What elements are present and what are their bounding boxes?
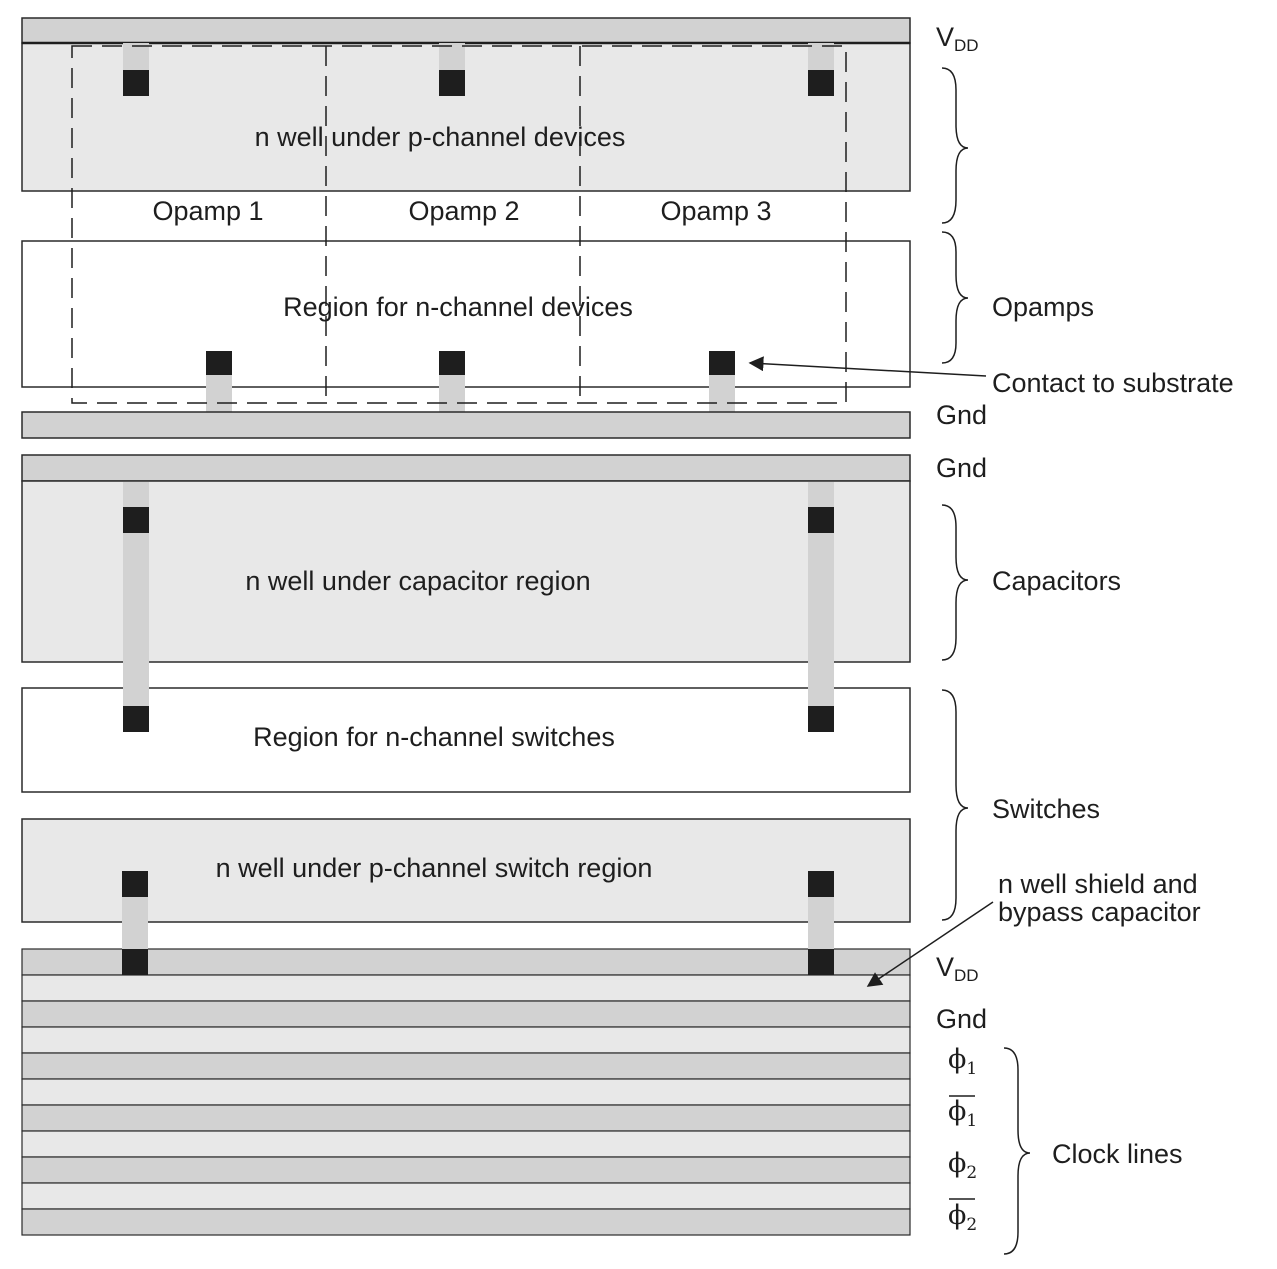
shield-line <box>21 1130 911 1158</box>
brace-opamps <box>941 231 969 364</box>
shield-line <box>21 1182 911 1210</box>
phi2-symbol: ϕ2 <box>948 1148 977 1183</box>
bus-contact <box>808 949 834 975</box>
nchannel-switches-region <box>21 687 911 793</box>
opamp-3-label: Opamp 3 <box>660 196 771 226</box>
strap <box>439 374 465 412</box>
vdd-label-top: VDD <box>936 22 979 55</box>
well-contact <box>122 871 148 897</box>
strap <box>123 43 149 71</box>
nwell-pchannel-label: n well under p-channel devices <box>255 122 626 152</box>
opamp-boundaries <box>71 45 847 404</box>
phi2-bar-symbol: ϕ2 <box>948 1200 977 1235</box>
contact-to-substrate-label: Contact to substrate <box>992 368 1234 398</box>
brace-clock-lines <box>1003 1047 1031 1255</box>
nwell-capacitor-region <box>21 480 911 663</box>
nwell-pchannel-switch-label: n well under p-channel switch region <box>216 853 653 883</box>
vdd-label-bottom: VDD <box>936 952 979 985</box>
well-contact <box>123 507 149 533</box>
gnd-label-2: Gnd <box>936 453 987 483</box>
nchannel-devices-label: Region for n-channel devices <box>283 292 633 322</box>
substrate-contact <box>123 706 149 732</box>
clock-line-phi2-bar <box>21 1208 911 1236</box>
contact-arrow <box>748 356 987 377</box>
strap <box>122 897 148 949</box>
gnd-rail-2 <box>21 454 911 482</box>
braces <box>941 67 1031 1255</box>
shield-label-line1: n well shield and <box>998 869 1198 899</box>
clock-line-phi2 <box>21 1156 911 1184</box>
strap <box>709 374 735 412</box>
phi1-bar-symbol: ϕ1 <box>948 1096 977 1131</box>
substrate-contact <box>808 706 834 732</box>
substrate-contact <box>709 351 735 375</box>
substrate-contact <box>206 351 232 375</box>
strap <box>206 374 232 412</box>
vdd-rail-top <box>21 17 911 44</box>
brace-top-nwell <box>941 67 969 224</box>
gnd-label-1: Gnd <box>936 400 987 430</box>
shield-line <box>21 1026 911 1054</box>
clock-symbols: ϕ1 ϕ1 ϕ2 ϕ2 <box>948 1044 977 1235</box>
shield-label-line2: bypass capacitor <box>998 897 1201 927</box>
nwell-pchannel-region <box>21 42 911 192</box>
opamp-1-label: Opamp 1 <box>152 196 263 226</box>
switches-group-label: Switches <box>992 794 1100 824</box>
clock-lines-group-label: Clock lines <box>1052 1139 1183 1169</box>
vdd-bus-line <box>21 948 911 976</box>
brace-capacitors <box>941 504 969 661</box>
shield-line <box>21 974 911 1002</box>
opamp-2-label: Opamp 2 <box>408 196 519 226</box>
well-contact <box>808 871 834 897</box>
nwell-pchannel-switch-region <box>21 818 911 923</box>
shield-arrow <box>866 901 994 987</box>
substrate-contact <box>439 351 465 375</box>
clock-line-phi1 <box>21 1052 911 1080</box>
strap <box>808 43 834 71</box>
clock-line-phi1-bar <box>21 1104 911 1132</box>
strap <box>439 43 465 71</box>
shield-line <box>21 1078 911 1106</box>
gnd-rail-1 <box>21 411 911 439</box>
nchannel-switches-label: Region for n-channel switches <box>253 722 615 752</box>
brace-switches <box>941 689 969 921</box>
well-contact <box>808 507 834 533</box>
well-contact <box>439 70 465 96</box>
bus-contact <box>122 949 148 975</box>
bus-lines <box>21 948 911 1236</box>
capacitors-group-label: Capacitors <box>992 566 1121 596</box>
nwell-capacitor-label: n well under capacitor region <box>245 566 590 596</box>
opamp-boundary-box <box>71 45 847 404</box>
opamps-group-label: Opamps <box>992 292 1094 322</box>
gnd-label-bottom: Gnd <box>936 1004 987 1034</box>
well-contact <box>123 70 149 96</box>
gnd-bus-line <box>21 1000 911 1028</box>
strap <box>808 897 834 949</box>
well-contact <box>808 70 834 96</box>
phi1-symbol: ϕ1 <box>948 1044 977 1079</box>
